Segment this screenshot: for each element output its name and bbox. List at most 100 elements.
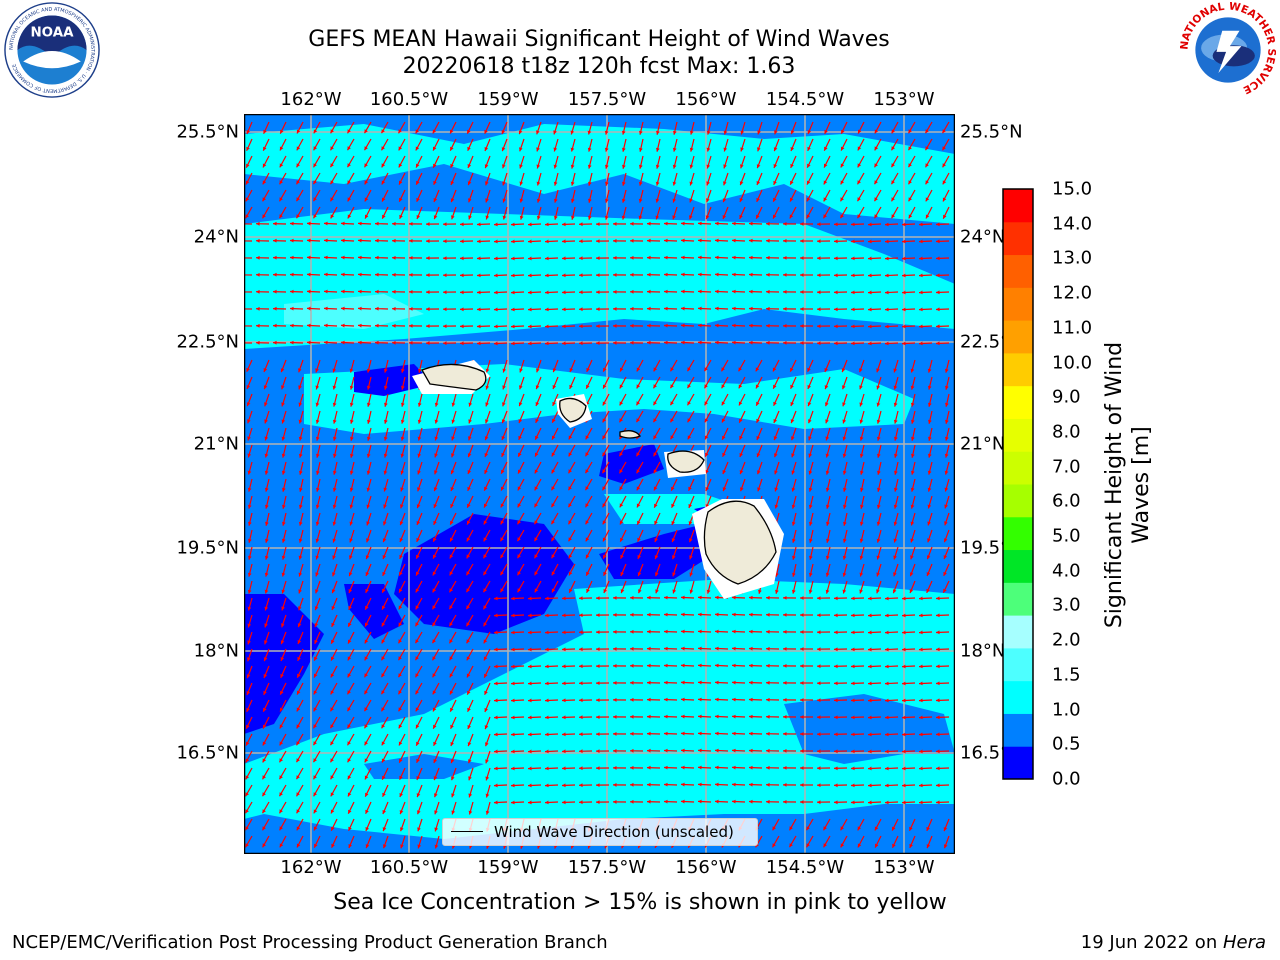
wind-wave-arrowhead	[840, 163, 845, 168]
wind-wave-arrowhead	[466, 605, 470, 610]
wave-height-region	[599, 524, 714, 579]
wind-wave-arrowhead	[399, 588, 403, 593]
wind-wave-arrowhead	[365, 809, 369, 814]
wind-wave-arrowhead	[568, 435, 573, 440]
wind-wave-arrowhead	[570, 181, 575, 186]
wind-wave-arrowhead	[511, 732, 515, 737]
wind-wave-arrowhead	[732, 612, 736, 617]
wind-wave-arrowhead	[281, 419, 286, 424]
wind-wave-arrowhead	[398, 690, 402, 695]
wind-wave-arrowhead	[364, 163, 368, 168]
wind-wave-arrowhead	[800, 324, 804, 328]
wind-wave-arrowhead	[273, 340, 277, 345]
wind-wave-arrowhead	[383, 470, 388, 475]
wind-wave-arrowhead	[466, 571, 470, 576]
wind-wave-arrowhead	[313, 163, 317, 168]
wind-wave-arrowhead	[807, 146, 811, 151]
wind-wave-arrowhead	[316, 453, 320, 458]
wind-wave-arrowhead	[332, 538, 337, 543]
wind-wave-arrowhead	[926, 844, 931, 849]
wind-wave-arrowhead	[732, 340, 736, 345]
wind-wave-arrowhead	[749, 663, 753, 668]
wind-wave-arrowhead	[902, 715, 906, 720]
wind-wave-arrowhead	[316, 470, 320, 475]
wind-wave-arrowhead	[688, 521, 693, 526]
wind-wave-arrowhead	[715, 714, 719, 719]
wind-wave-arrowhead	[834, 783, 838, 788]
wind-wave-arrowhead	[749, 595, 753, 600]
wind-wave-arrowhead	[783, 800, 787, 804]
wind-wave-arrowhead	[732, 782, 736, 787]
wind-wave-arrowhead	[740, 147, 744, 152]
wind-wave-arrowhead	[715, 765, 719, 770]
wind-wave-arrowhead	[588, 215, 592, 220]
wind-wave-arrowhead	[500, 503, 505, 508]
wind-wave-arrowhead	[477, 239, 481, 244]
wind-wave-arrowhead	[773, 164, 778, 168]
wind-wave-arrowhead	[834, 273, 838, 278]
wind-wave-arrowhead	[392, 340, 396, 345]
wind-wave-arrowhead	[324, 289, 328, 294]
wind-wave-arrowhead	[681, 340, 685, 345]
wind-wave-arrowhead	[919, 256, 923, 261]
wind-wave-arrowhead	[664, 799, 668, 804]
wind-wave-arrowhead	[449, 588, 453, 593]
wind-wave-arrowhead	[859, 555, 864, 560]
wind-wave-arrowhead	[783, 664, 787, 668]
wind-wave-arrowhead	[571, 198, 575, 203]
wind-wave-arrowhead	[783, 341, 787, 345]
wind-wave-arrowhead	[681, 221, 685, 226]
wind-wave-arrowhead	[851, 613, 855, 618]
wind-wave-arrowhead	[245, 197, 250, 202]
wind-wave-arrowhead	[570, 147, 575, 152]
wind-wave-arrowhead	[485, 385, 490, 390]
wind-wave-arrowhead	[511, 647, 515, 652]
wind-wave-arrowhead	[698, 680, 702, 685]
wind-wave-arrowhead	[416, 793, 421, 798]
wind-wave-arrowhead	[851, 256, 855, 261]
wind-wave-arrowhead	[689, 555, 693, 560]
wind-wave-arrowhead	[517, 571, 521, 576]
wind-wave-arrowhead	[500, 554, 504, 559]
wind-wave-arrowhead	[868, 766, 872, 771]
wind-wave-arrowhead	[825, 589, 830, 594]
wind-wave-arrowhead	[843, 521, 847, 526]
wind-wave-arrowhead	[919, 222, 923, 227]
wind-wave-arrowhead	[460, 290, 464, 295]
wind-wave-arrowhead	[902, 749, 906, 754]
wind-wave-arrowhead	[451, 402, 456, 407]
wind-wave-arrowhead	[298, 368, 302, 373]
wind-wave-arrowhead	[602, 418, 607, 423]
wind-wave-arrowhead	[885, 732, 889, 737]
wind-wave-arrowhead	[358, 221, 362, 226]
wind-wave-arrowhead	[885, 749, 889, 754]
wind-wave-arrowhead	[653, 486, 658, 491]
wind-wave-arrowhead	[602, 401, 607, 406]
wind-wave-arrowhead	[919, 783, 923, 788]
wind-wave-arrowhead	[772, 843, 776, 848]
wind-wave-arrowhead	[749, 340, 753, 345]
wind-wave-arrowhead	[926, 826, 930, 831]
wind-wave-arrowhead	[375, 323, 379, 328]
wind-wave-arrowhead	[467, 690, 471, 695]
wind-wave-arrowhead	[551, 452, 556, 457]
wind-wave-arrowhead	[511, 766, 515, 771]
wind-wave-arrowhead	[483, 656, 488, 661]
wind-wave-arrowhead	[426, 256, 430, 260]
wind-wave-arrowhead	[348, 589, 353, 593]
wind-wave-arrowhead	[636, 367, 641, 372]
wind-wave-arrowhead	[885, 800, 889, 805]
wind-wave-arrowhead	[562, 239, 566, 244]
wind-wave-arrowhead	[433, 146, 437, 151]
wind-wave-arrowhead	[902, 630, 906, 635]
wind-wave-arrowhead	[943, 538, 948, 543]
wind-wave-arrowhead	[400, 436, 405, 441]
wind-wave-arrowhead	[426, 324, 430, 328]
wind-wave-arrowhead	[485, 742, 489, 747]
wind-wave-arrowhead	[367, 419, 371, 424]
wind-wave-arrowhead	[824, 385, 829, 390]
wind-wave-arrowhead	[247, 589, 252, 594]
wind-wave-arrowhead	[868, 290, 872, 295]
wind-wave-arrowhead	[415, 622, 419, 627]
wind-wave-arrowhead	[313, 197, 317, 202]
